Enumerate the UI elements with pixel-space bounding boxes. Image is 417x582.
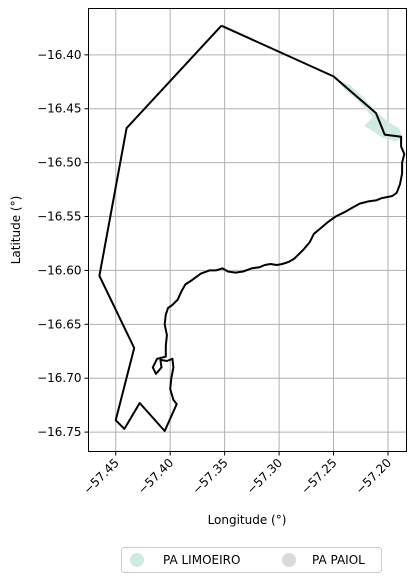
x-tick-label: −57.45 [81,456,122,497]
y-axis: −16.40 −16.45 −16.50 −16.55 −16.60 −16.65 −16.… [37,48,89,439]
grid [88,8,407,452]
legend-marker-pa-limoeiro [130,553,144,567]
y-tick-label: −16.60 [37,263,81,277]
y-tick-label: −16.75 [37,425,81,439]
legend-box [121,547,382,573]
area-pa-limoeiro [335,78,404,142]
legend-marker-pa-paiol [282,553,296,567]
legend-label-pa-paiol: PA PAIOL [312,553,365,567]
x-tick-label: −57.25 [298,456,339,497]
x-tick-label: −57.30 [244,456,285,497]
y-tick-label: −16.55 [37,210,81,224]
boundary-outline [98,24,406,432]
legend-label-pa-limoeiro: PA LIMOEIRO [163,553,240,567]
y-tick-label: −16.65 [37,317,81,331]
plot-frame [88,8,407,452]
legend: PA LIMOEIRO PA PAIOL [121,547,382,573]
y-tick-label: −16.70 [37,371,81,385]
x-tick-label: −57.20 [353,456,394,497]
x-tick-label: −57.35 [189,456,230,497]
y-axis-label: Latitude (°) [9,196,23,265]
x-tick-label: −57.40 [135,456,176,497]
boundary-layer [98,24,406,432]
x-axis-label: Longitude (°) [208,513,287,527]
y-tick-label: −16.50 [37,156,81,170]
y-tick-label: −16.40 [37,48,81,62]
area-layer [335,78,404,142]
y-tick-label: −16.45 [37,102,81,116]
x-axis: −57.45 −57.40 −57.35 −57.30 −57.25 −57.20 [81,451,394,497]
